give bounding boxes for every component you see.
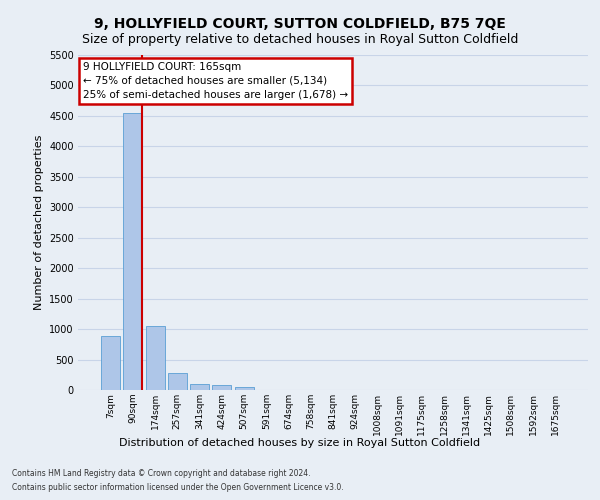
Bar: [190, 384, 209, 390]
Text: Contains HM Land Registry data © Crown copyright and database right 2024.: Contains HM Land Registry data © Crown c…: [12, 468, 311, 477]
Bar: [124, 114, 142, 390]
Text: Distribution of detached houses by size in Royal Sutton Coldfield: Distribution of detached houses by size …: [119, 438, 481, 448]
Bar: [101, 336, 120, 390]
Bar: [146, 326, 164, 390]
Text: Contains public sector information licensed under the Open Government Licence v3: Contains public sector information licen…: [12, 484, 344, 492]
Text: 9, HOLLYFIELD COURT, SUTTON COLDFIELD, B75 7QE: 9, HOLLYFIELD COURT, SUTTON COLDFIELD, B…: [94, 18, 506, 32]
Bar: [212, 386, 231, 390]
Text: 9 HOLLYFIELD COURT: 165sqm
← 75% of detached houses are smaller (5,134)
25% of s: 9 HOLLYFIELD COURT: 165sqm ← 75% of deta…: [83, 62, 348, 100]
Bar: [168, 373, 187, 390]
Text: Size of property relative to detached houses in Royal Sutton Coldfield: Size of property relative to detached ho…: [82, 32, 518, 46]
Y-axis label: Number of detached properties: Number of detached properties: [34, 135, 44, 310]
Bar: [235, 386, 254, 390]
